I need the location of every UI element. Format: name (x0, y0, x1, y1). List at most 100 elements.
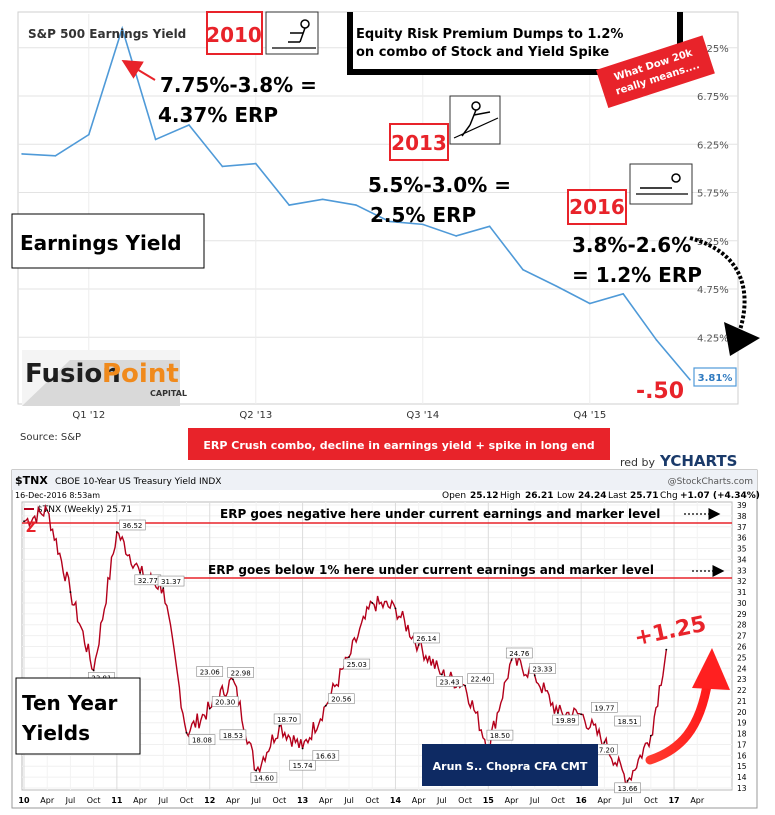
banner-line-2: on combo of Stock and Yield Spike (356, 45, 609, 60)
earnings-yield-point (555, 285, 558, 287)
tnx-point-label: 20.56 (331, 696, 352, 704)
earnings-yield-point (88, 133, 90, 136)
tnx-y-tick-label: 30 (737, 599, 747, 608)
tnx-ticker: $TNX (15, 474, 48, 487)
tnx-y-tick-label: 14 (737, 773, 747, 782)
tnx-x-tick-label: Apr (319, 796, 334, 805)
tnx-x-tick-label: Oct (87, 796, 101, 805)
tnx-point (580, 713, 583, 716)
tnx-point-label: 19.77 (594, 704, 614, 712)
tnx-point (232, 678, 234, 681)
erp-crush-box (188, 428, 610, 460)
tnx-x-tick-label: Oct (644, 796, 658, 805)
tnx-x-tick-label: Apr (505, 796, 520, 805)
earnings-yield-point (388, 220, 391, 223)
top-x-ticks: Q1 '12 Q2 '13 Q3 '14 Q4 '15 (72, 410, 606, 421)
tnx-point-label-box (119, 519, 146, 531)
ohlc-low-label: Low (557, 491, 575, 501)
erp-2016-line-2: = 1.2% ERP (572, 263, 702, 287)
tnx-x-tick-label: 12 (204, 796, 215, 805)
top-y-ticks: 7.25% 6.75% 6.25% 5.75% 5.25% 4.75% 4.25% (697, 44, 729, 344)
tnx-point-label-box (413, 632, 440, 644)
tnx-y-tick-label: 35 (737, 545, 747, 554)
tnx-y-tick-label: 19 (737, 719, 747, 728)
tnx-y-tick-label: 25 (737, 653, 747, 662)
earnings-yield-points (21, 27, 691, 381)
tnx-x-tick-label: Jul (157, 796, 168, 805)
tnx-point (510, 659, 513, 661)
tnx-point (162, 587, 165, 589)
top-y-tick-label: 6.75% (697, 92, 729, 103)
ohlc-chg-label: Chg (660, 491, 678, 501)
tnx-y-tick-label: 31 (737, 588, 747, 597)
tnx-point-label-box (552, 714, 580, 726)
logo-word-point: Point (102, 359, 179, 389)
earnings-yield-point (121, 27, 123, 30)
earnings-yield-panel: 7.25% 6.75% 6.25% 5.75% 5.25% 4.75% 4.25% Q1 '… (11, 11, 760, 470)
tnx-y-tick-label: 39 (737, 501, 747, 510)
tnx-point-label: 18.53 (223, 732, 243, 740)
tnx-point-label: 17.20 (594, 746, 614, 754)
tnx-x-tick-label: 13 (297, 796, 308, 805)
earnings-yield-label-box (11, 213, 205, 269)
tnx-point (115, 531, 118, 533)
logo-sub: CAPITAL (150, 389, 187, 398)
tnx-y-tick-label: 28 (737, 621, 747, 630)
earnings-yield-point (255, 162, 257, 165)
earnings-yield-point (355, 204, 357, 206)
tnx-point-label-box (505, 647, 533, 659)
year-2010: 2010 (206, 23, 262, 47)
top-y-tick-label: 5.25% (697, 237, 729, 248)
tnx-point (23, 520, 25, 523)
tnx-x-tick-label: Jul (65, 796, 76, 805)
powered-by: red by (620, 456, 656, 469)
author-box (422, 744, 598, 786)
ohlc-high: 26.21 (525, 491, 553, 501)
tnx-point-label-box (486, 729, 514, 741)
tnx-y-tick-label: 23 (737, 675, 747, 684)
stockcharts-watermark: @StockCharts.com (668, 477, 753, 487)
source-label: Source: S&P (20, 432, 81, 443)
tnx-point-label-box (327, 693, 355, 705)
tnx-y-tick-label: 33 (737, 566, 747, 575)
tnx-point (533, 674, 536, 677)
tnx-point-label: 20.30 (215, 699, 235, 707)
tnx-line (23, 504, 668, 789)
tnx-y-tick-label: 16 (737, 751, 747, 760)
tnx-x-tick-label: 16 (576, 796, 588, 805)
tnx-y-tick-label: 38 (737, 512, 747, 521)
red-curved-arrow (645, 675, 713, 765)
tnx-point (557, 712, 559, 714)
tnx-point-label-box (157, 575, 185, 587)
earnings-yield-point (622, 293, 624, 295)
tnx-point (255, 769, 258, 772)
tnx-x-tick-label: Oct (458, 796, 472, 805)
erp-2010-line-2: 4.37% ERP (158, 103, 278, 127)
tnx-point-label-box (211, 696, 239, 707)
last-value-badge (693, 367, 737, 387)
tnx-point-label: 25.03 (347, 661, 367, 669)
tnx-point (626, 779, 629, 782)
tnx-point (301, 747, 304, 750)
last-value-label: 3.81% (698, 373, 733, 384)
tnx-x-tick-label: Jul (436, 796, 447, 805)
earnings-yield-point (655, 339, 658, 341)
tnx-point (278, 725, 281, 727)
ohlc-last: 25.71 (630, 491, 658, 501)
ohlc-open: 25.12 (470, 491, 498, 501)
top-y-tick-label: 7.25% (697, 44, 729, 55)
earnings-yield-point (589, 302, 591, 305)
tnx-y-tick-label: 15 (737, 762, 747, 771)
tnx-panel: $TNX CBOE 10-Year US Treasury Yield INDX… (11, 469, 760, 809)
erp-2013-line-1: 5.5%-3.0% = (368, 173, 511, 197)
ohlc-chg: +1.07 (+4.34%) (680, 491, 760, 501)
tnx-point-label-box (312, 750, 340, 761)
tnx-point (208, 707, 211, 710)
tnx-x-tick-label: Apr (133, 796, 148, 805)
tnx-point-label: 18.51 (618, 718, 638, 726)
tnx-point (371, 602, 374, 604)
year-2013: 2013 (391, 131, 447, 155)
tnx-x-tick-label: 15 (483, 796, 495, 805)
tnx-x-tick-label: 17 (668, 796, 679, 805)
